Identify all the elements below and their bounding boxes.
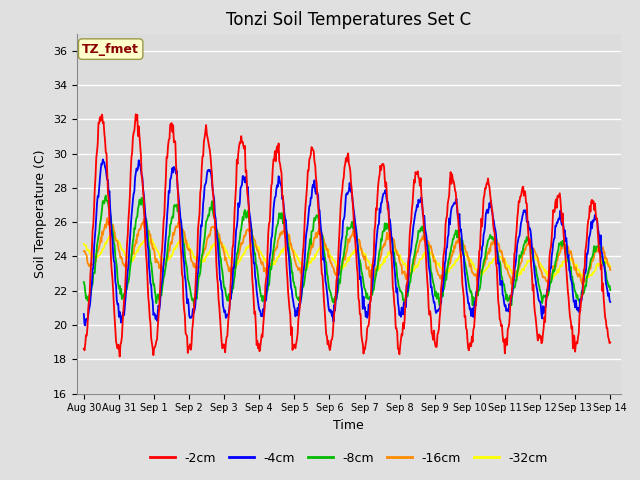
Y-axis label: Soil Temperature (C): Soil Temperature (C) (35, 149, 47, 278)
Title: Tonzi Soil Temperatures Set C: Tonzi Soil Temperatures Set C (226, 11, 472, 29)
Legend: -2cm, -4cm, -8cm, -16cm, -32cm: -2cm, -4cm, -8cm, -16cm, -32cm (145, 447, 553, 469)
X-axis label: Time: Time (333, 419, 364, 432)
Text: TZ_fmet: TZ_fmet (82, 43, 139, 56)
